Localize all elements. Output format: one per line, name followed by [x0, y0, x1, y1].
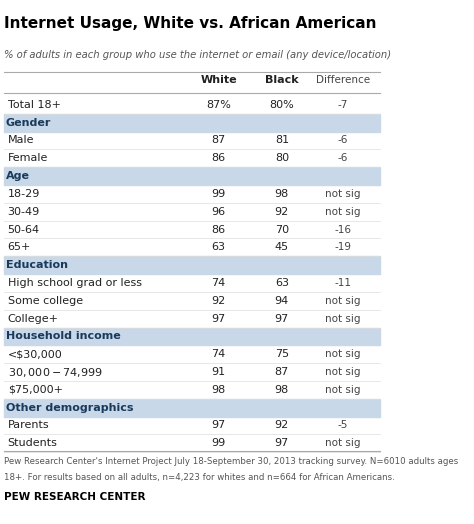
Text: 75: 75	[275, 349, 289, 359]
Text: 74: 74	[211, 278, 226, 288]
Text: PEW RESEARCH CENTER: PEW RESEARCH CENTER	[4, 492, 146, 501]
Text: Internet Usage, White vs. African American: Internet Usage, White vs. African Americ…	[4, 16, 376, 31]
Text: not sig: not sig	[326, 349, 361, 359]
Text: 74: 74	[211, 349, 226, 359]
Text: Some college: Some college	[8, 296, 83, 306]
Text: not sig: not sig	[326, 206, 361, 217]
Text: 97: 97	[211, 313, 226, 324]
Text: <$30,000: <$30,000	[8, 349, 63, 359]
Text: -19: -19	[335, 242, 352, 253]
Text: 70: 70	[275, 224, 289, 235]
Text: 97: 97	[275, 313, 289, 324]
Text: 87%: 87%	[206, 100, 231, 110]
Text: Education: Education	[6, 260, 68, 270]
Text: 92: 92	[275, 420, 289, 431]
Text: Age: Age	[6, 171, 30, 181]
Text: Female: Female	[8, 153, 48, 163]
Text: 18+. For results based on all adults, n=4,223 for whites and n=664 for African A: 18+. For results based on all adults, n=…	[4, 473, 394, 482]
Bar	[4, 114, 380, 132]
Text: not sig: not sig	[326, 313, 361, 324]
Text: Gender: Gender	[6, 117, 51, 128]
Text: % of adults in each group who use the internet or email (any device/location): % of adults in each group who use the in…	[4, 50, 391, 60]
Text: -5: -5	[338, 420, 348, 431]
Text: $75,000+: $75,000+	[8, 385, 63, 395]
Text: not sig: not sig	[326, 438, 361, 449]
Text: Black: Black	[265, 75, 299, 85]
Text: 80: 80	[275, 153, 289, 163]
Text: 81: 81	[275, 135, 289, 146]
Text: 86: 86	[211, 224, 226, 235]
Text: 80%: 80%	[269, 100, 294, 110]
Text: 18-29: 18-29	[8, 189, 40, 199]
Text: 65+: 65+	[8, 242, 31, 253]
Text: 86: 86	[211, 153, 226, 163]
Text: College+: College+	[8, 313, 59, 324]
Text: Parents: Parents	[8, 420, 49, 431]
Text: 99: 99	[211, 438, 226, 449]
Text: 50-64: 50-64	[8, 224, 40, 235]
Text: Total 18+: Total 18+	[8, 100, 61, 110]
Text: not sig: not sig	[326, 189, 361, 199]
Text: 30-49: 30-49	[8, 206, 40, 217]
Text: 98: 98	[275, 189, 289, 199]
Text: Pew Research Center's Internet Project July 18-September 30, 2013 tracking surve: Pew Research Center's Internet Project J…	[4, 457, 458, 466]
Text: Other demographics: Other demographics	[6, 402, 133, 413]
Text: not sig: not sig	[326, 385, 361, 395]
Bar	[4, 399, 380, 417]
Text: -6: -6	[338, 153, 348, 163]
Text: Male: Male	[8, 135, 34, 146]
Bar	[4, 328, 380, 345]
Text: $30,000-$74,999: $30,000-$74,999	[8, 366, 103, 378]
Text: 92: 92	[211, 296, 226, 306]
Text: 99: 99	[211, 189, 226, 199]
Text: 45: 45	[275, 242, 289, 253]
Text: -7: -7	[338, 100, 348, 110]
Text: 98: 98	[275, 385, 289, 395]
Text: -6: -6	[338, 135, 348, 146]
Text: Difference: Difference	[316, 75, 370, 85]
Text: not sig: not sig	[326, 367, 361, 377]
Text: 91: 91	[211, 367, 226, 377]
Bar	[4, 256, 380, 274]
Text: -11: -11	[335, 278, 352, 288]
Text: 97: 97	[275, 438, 289, 449]
Text: 94: 94	[275, 296, 289, 306]
Text: 63: 63	[211, 242, 226, 253]
Text: High school grad or less: High school grad or less	[8, 278, 142, 288]
Text: 63: 63	[275, 278, 289, 288]
Text: White: White	[200, 75, 237, 85]
Text: 98: 98	[211, 385, 226, 395]
Text: 92: 92	[275, 206, 289, 217]
Bar	[4, 167, 380, 185]
Text: Students: Students	[8, 438, 57, 449]
Text: 96: 96	[211, 206, 226, 217]
Text: 87: 87	[211, 135, 226, 146]
Text: -16: -16	[335, 224, 352, 235]
Text: Household income: Household income	[6, 331, 120, 342]
Text: 97: 97	[211, 420, 226, 431]
Text: not sig: not sig	[326, 296, 361, 306]
Text: 87: 87	[275, 367, 289, 377]
